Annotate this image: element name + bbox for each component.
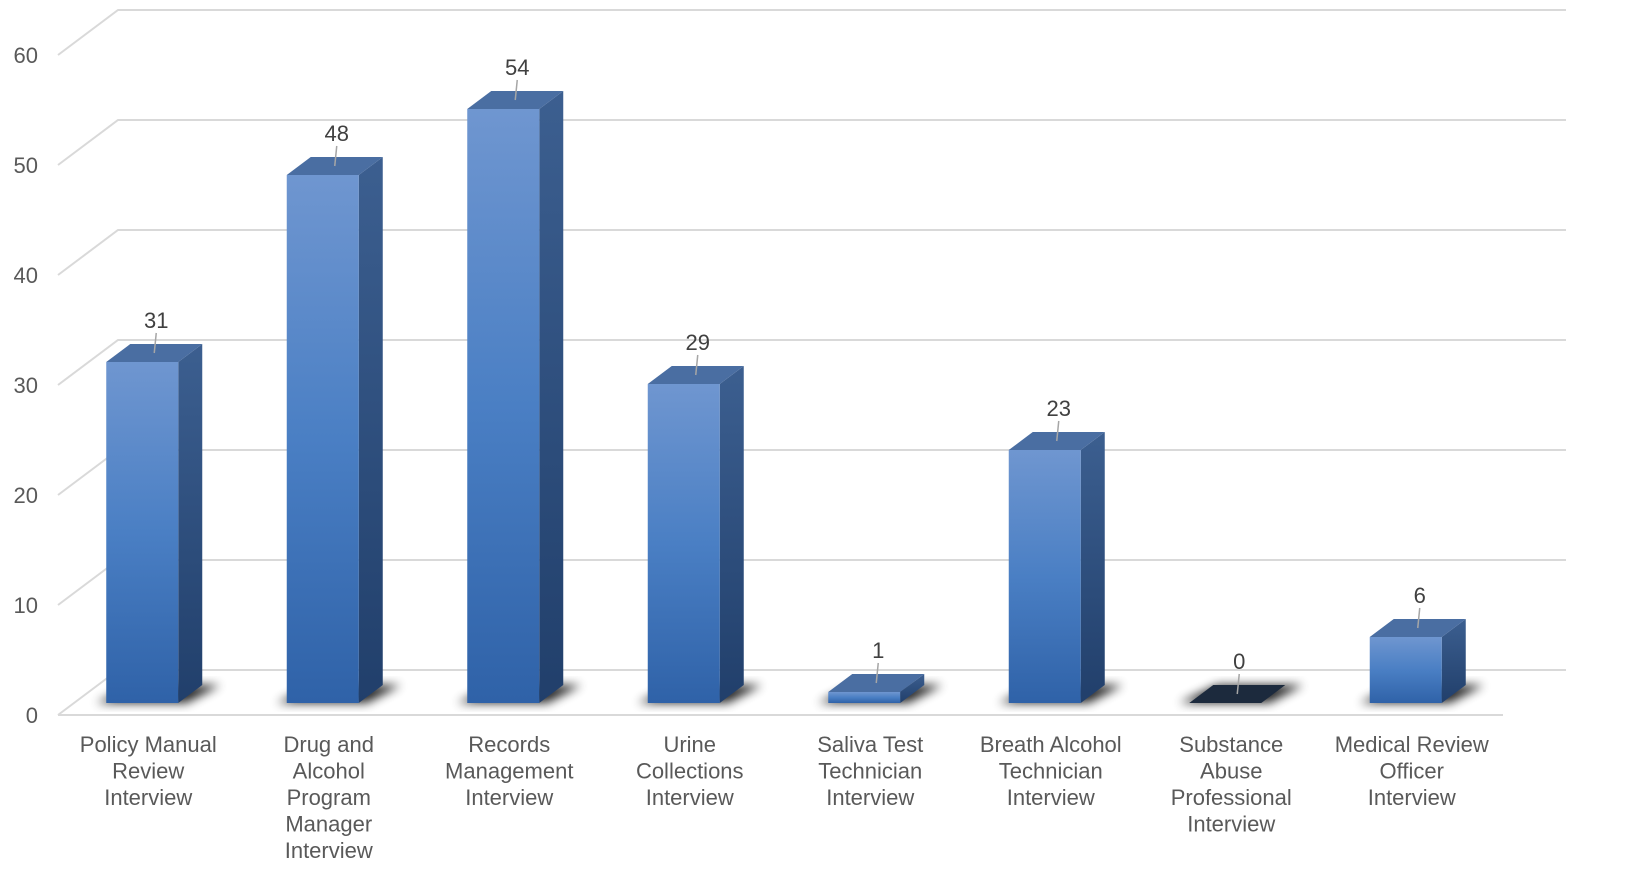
y-tick-label: 50 [14,153,38,178]
y-tick-label: 0 [26,703,38,728]
bars: 31 48 54 29 1 23 0 6 [96,55,1484,703]
bar [828,692,901,703]
bar [106,362,179,703]
y-tick-label: 10 [14,593,38,618]
bar-side [719,366,744,703]
data-label-leader [1236,673,1240,695]
data-label: 6 [1414,583,1426,608]
bar-side [178,344,203,703]
bar-side [539,91,564,703]
data-label-leader [695,354,699,376]
x-category-label: Professional [1171,785,1292,810]
x-category-label: Program [287,785,371,810]
bar [647,384,720,703]
y-tick-label: 20 [14,483,38,508]
x-category-label: Alcohol [293,759,365,784]
y-tick-label: 30 [14,373,38,398]
x-category-label: Abuse [1200,759,1262,784]
x-category-label: Medical Review [1335,732,1489,757]
bar-side [900,674,925,703]
data-label-leader [153,332,157,354]
bar [1369,637,1442,703]
x-category-label: Policy Manual [80,732,217,757]
bar-side [358,157,383,703]
y-tick-label: 60 [14,43,38,68]
data-label: 31 [144,308,168,333]
data-label-leader [334,145,338,167]
data-label: 0 [1233,649,1245,674]
x-category-label: Substance [1179,732,1283,757]
bar-side [1080,432,1105,703]
data-label: 23 [1047,396,1071,421]
y-axis: 0 10 20 30 40 50 60 [14,43,38,728]
x-category-label: Technician [999,759,1103,784]
x-category-label: Interview [646,785,734,810]
x-category-label: Interview [1368,785,1456,810]
x-category-label: Technician [818,759,922,784]
x-category-label: Interview [826,785,914,810]
gridline [57,559,1566,606]
x-category-label: Management [445,759,573,784]
bar [286,175,359,703]
x-category-label: Manager [285,812,372,837]
x-category-label: Interview [285,838,373,863]
gridline [57,339,1566,386]
x-category-label: Saliva Test [817,732,923,757]
data-label-leader [1417,607,1421,629]
x-category-label: Officer [1380,759,1444,784]
x-category-label: Review [112,759,184,784]
x-category-label: Drug and [283,732,374,757]
bar [467,109,540,703]
gridline [57,669,1566,716]
gridline [57,449,1566,496]
data-label-leader [875,662,879,684]
x-category-label: Interview [104,785,192,810]
data-label: 29 [686,330,710,355]
bar [1008,450,1081,703]
gridline [57,9,1566,56]
data-label-leader [1056,420,1060,442]
data-label-leader [514,79,518,101]
bar-side [1441,619,1466,703]
x-category-label: Interview [465,785,553,810]
gridlines [57,9,1566,716]
x-category-label: Urine [663,732,716,757]
gridline [57,119,1566,166]
x-category-label: Collections [636,759,744,784]
data-label: 1 [872,638,884,663]
x-category-label: Interview [1007,785,1095,810]
data-label: 48 [325,121,349,146]
x-category-label: Interview [1187,812,1275,837]
x-category-label: Records [468,732,550,757]
gridline [57,229,1566,276]
x-category-label: Breath Alcohol [980,732,1122,757]
data-label: 54 [505,55,529,80]
y-tick-label: 40 [14,263,38,288]
